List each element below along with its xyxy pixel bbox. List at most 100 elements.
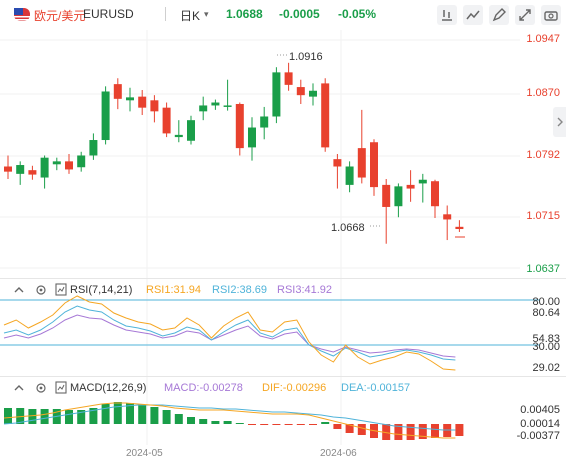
rsi-axis-label: 30.00 — [532, 341, 560, 353]
candle-body — [309, 90, 317, 97]
candle-body — [126, 97, 134, 101]
candle-body — [187, 120, 195, 141]
candlestick-settings-icon — [442, 10, 452, 21]
fullscreen-button[interactable] — [515, 5, 535, 25]
candle-body — [296, 87, 305, 96]
rsi-axis-label: 80.64 — [532, 307, 560, 319]
draw-icon — [492, 8, 506, 22]
price-change: -0.0005 — [279, 7, 320, 21]
macd-histogram-bar — [4, 408, 12, 424]
candle-body — [272, 72, 281, 117]
candle-body — [345, 166, 354, 185]
candle-body — [65, 161, 73, 170]
candle-body — [431, 181, 439, 207]
draw-button[interactable] — [489, 5, 509, 25]
macd-histogram-bar — [52, 409, 61, 424]
macd-histogram-bar — [260, 424, 269, 425]
macd-histogram-bar — [174, 414, 183, 424]
header-divider — [165, 7, 166, 21]
candle-body — [162, 107, 171, 134]
collapse-icon[interactable] — [13, 284, 25, 296]
indicator-chart-icon — [55, 283, 67, 296]
macd-histogram-bar — [16, 408, 25, 424]
collapse-icon[interactable] — [13, 382, 25, 394]
camera-button[interactable] — [541, 5, 561, 25]
macd-histogram-bar — [199, 419, 208, 424]
candle-body — [394, 186, 403, 207]
price-axis-label: 1.0947 — [526, 33, 560, 45]
macd-histogram-bar — [382, 424, 391, 440]
dea-value: DEA:-0.00157 — [341, 382, 411, 394]
macd-histogram-bar — [65, 410, 73, 424]
candle-body — [101, 91, 110, 141]
rsi1-value: RSI1:31.94 — [146, 284, 202, 296]
indicator-chart-icon — [55, 381, 67, 394]
candle-body — [406, 184, 415, 189]
price-axis-label: 1.0715 — [526, 210, 560, 222]
candle-body — [382, 184, 391, 207]
chevron-down-icon[interactable]: ▾ — [204, 9, 209, 19]
macd-histogram-bar — [394, 424, 403, 440]
macd-histogram-bar — [284, 424, 293, 425]
settings-gear-icon[interactable] — [35, 382, 47, 394]
candle-body — [77, 155, 86, 168]
side-panel-toggle[interactable] — [553, 107, 566, 137]
macd-histogram-bar — [235, 423, 244, 424]
macd-histogram-bar — [113, 402, 122, 424]
candle-body — [284, 72, 293, 85]
dif-value: DIF:-0.00296 — [262, 382, 327, 394]
candle-body — [370, 142, 378, 188]
macd-histogram-bar — [150, 407, 159, 424]
rsi2-value: RSI2:38.69 — [212, 284, 268, 296]
candle-body — [333, 159, 342, 167]
macd-histogram-bar — [211, 421, 220, 424]
candle-body — [211, 102, 220, 106]
rsi-title[interactable]: RSI(7,14,21) — [70, 284, 133, 296]
candle-body — [321, 83, 330, 148]
rsi2-line — [3, 305, 456, 361]
macd-histogram-bar — [223, 421, 232, 424]
macd-histogram-bar — [272, 424, 281, 425]
candle-body — [89, 140, 98, 156]
pane-divider — [0, 376, 566, 377]
period-selector[interactable]: 日K — [180, 9, 201, 23]
candle-body — [357, 148, 366, 178]
chevron-right-icon — [557, 117, 563, 127]
settings-gear-icon[interactable] — [35, 284, 47, 296]
macd-histogram-bar — [40, 409, 49, 424]
macd-histogram-bar — [28, 409, 37, 424]
macd-histogram-bar — [296, 424, 305, 425]
macd-histogram-bar — [187, 417, 195, 424]
pane-divider — [0, 278, 566, 279]
rsi3-line — [3, 314, 456, 358]
macd-title[interactable]: MACD(12,26,9) — [70, 382, 147, 394]
candle-body — [40, 157, 49, 178]
price-axis-label: 1.0870 — [526, 87, 560, 99]
macd-histogram-bar — [418, 424, 427, 439]
macd-histogram-bar — [248, 424, 256, 425]
price-axis-label: 1.0637 — [526, 263, 560, 275]
symbol-code: EURUSD — [83, 7, 134, 21]
chart-header: 欧元/美元 EURUSD 日K ▾ 1.0688 -0.0005 -0.05% — [0, 0, 566, 30]
candle-body — [418, 179, 427, 184]
symbol-name[interactable]: 欧元/美元 — [34, 9, 86, 23]
candlestick-settings-button[interactable] — [437, 5, 457, 25]
macd-histogram-bar — [431, 424, 439, 438]
macd-histogram-bar — [162, 410, 171, 424]
indicator-button[interactable] — [463, 5, 483, 25]
macd-histogram-bar — [101, 404, 110, 424]
candle-body — [4, 166, 12, 172]
candle-body — [16, 165, 25, 174]
candle-body — [455, 226, 464, 230]
macd-axis-label: -0.00377 — [516, 430, 560, 442]
candle-body — [260, 116, 269, 128]
camera-icon — [544, 11, 558, 21]
candle-body — [235, 103, 244, 149]
macd-value: MACD:-0.00278 — [164, 382, 243, 394]
rsi1-line — [3, 295, 456, 371]
macd-histogram-bar — [126, 403, 134, 424]
candle-body — [28, 170, 37, 175]
high-price-annotation: 1.0916 — [289, 51, 323, 63]
candle-body — [199, 105, 208, 112]
